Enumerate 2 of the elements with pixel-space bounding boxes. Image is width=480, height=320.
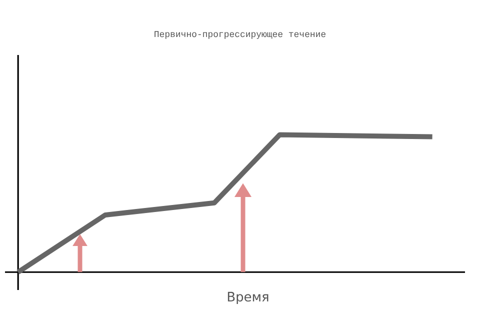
chart-title: Первично-прогрессирующее течение bbox=[154, 31, 326, 39]
x-axis-title: Время bbox=[228, 292, 268, 304]
